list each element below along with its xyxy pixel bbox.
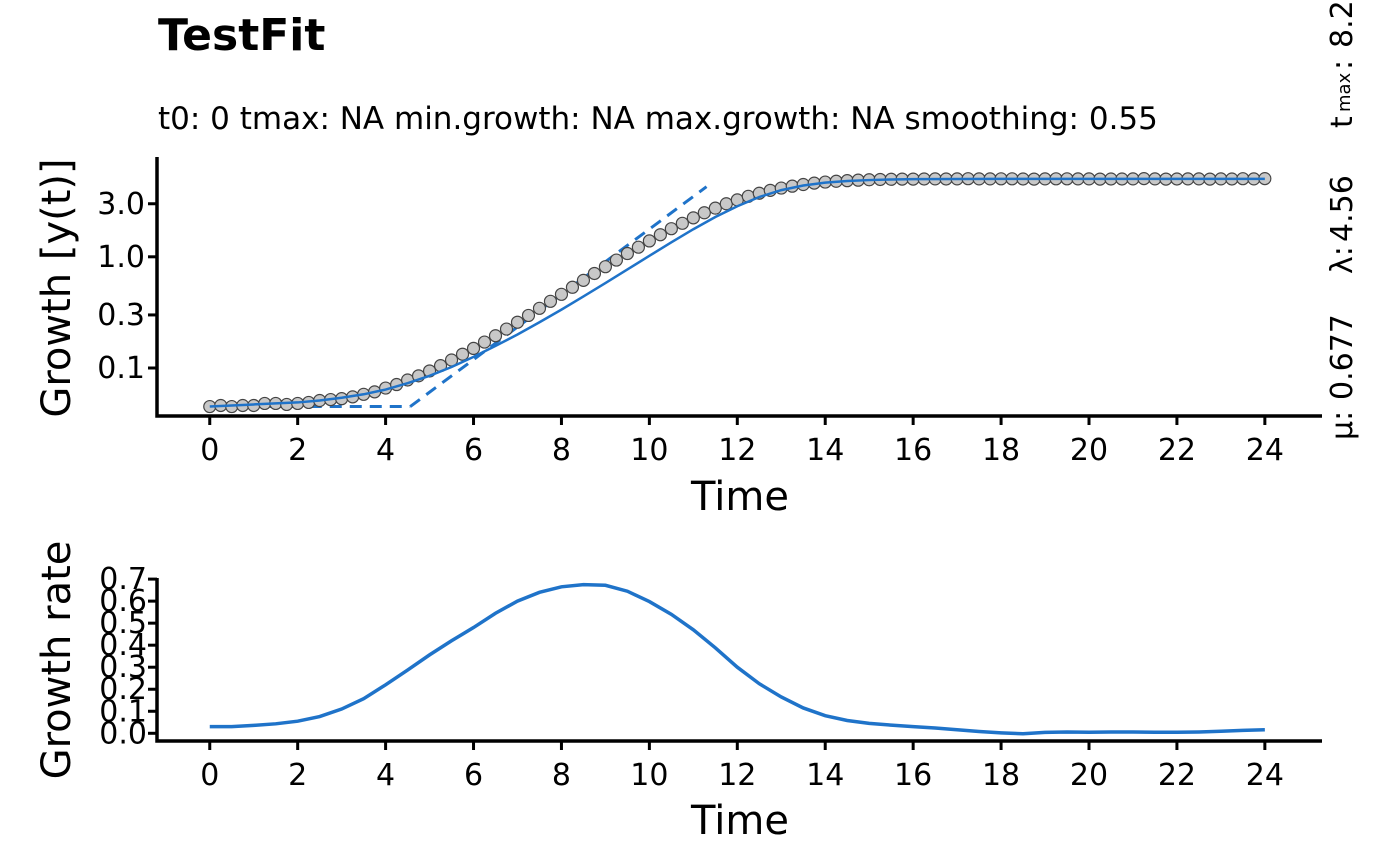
growth-curve-x-ticks: 0 2 4 6 8 10 12 14 16 18 20 22 24 — [200, 416, 1284, 468]
growth-curve-panel: 0.10.31.03.0 0 2 4 6 8 10 12 14 16 18 20 22 24 Time … — [34, 157, 1322, 520]
y-tick-label: 0.3 — [97, 298, 145, 333]
x-tick-label: 8 — [552, 433, 571, 468]
x-tick-label: 18 — [982, 433, 1020, 468]
x-tick-label: 4 — [376, 433, 395, 468]
y-tick-label: 0.6 — [99, 584, 147, 619]
x-tick-label: 20 — [1070, 758, 1108, 793]
observation-point — [587, 266, 602, 281]
observation-point — [554, 287, 569, 301]
tmax-value: 8.2 — [1325, 0, 1360, 48]
x-tick-label: 12 — [718, 758, 756, 793]
x-tick-label: 6 — [464, 758, 483, 793]
growth-rate-x-axis-title: Time — [690, 798, 789, 844]
x-tick-label: 10 — [630, 758, 668, 793]
x-tick-label: 2 — [288, 433, 307, 468]
observation-point — [664, 222, 678, 236]
figure-subtitle: t0: 0 tmax: NA min.growth: NA max.growth… — [158, 101, 1158, 137]
observation-point — [719, 197, 733, 211]
x-tick-label: 22 — [1158, 433, 1196, 468]
x-tick-label: 0 — [200, 758, 219, 793]
observation-point — [510, 315, 525, 329]
tmax-subscript: max — [1334, 72, 1355, 112]
growth-curve-x-axis-title: Time — [690, 474, 789, 520]
observation-point — [620, 246, 634, 261]
observation-point — [455, 347, 470, 361]
observation-point — [642, 234, 656, 248]
growth-rate-plot-area — [209, 582, 1265, 736]
observation-point — [543, 294, 558, 308]
growth-rate-y-axis-title: Growth rate — [34, 541, 80, 780]
observation-point — [565, 280, 580, 294]
observation-point — [686, 211, 700, 225]
mu-value: 0.677 — [1325, 314, 1360, 400]
side-annotations: μ: 0.677 λ: 4.56 t max : 8.2 — [1325, 0, 1360, 440]
observation-point — [488, 329, 503, 343]
growth-curve-axes — [155, 157, 1322, 418]
growth-rate-panel: 0.00.10.20.30.40.50.60.7 0 2 4 6 8 10 12 14 16 18… — [34, 541, 1322, 844]
tmax-separator: : — [1325, 60, 1360, 70]
x-tick-label: 24 — [1246, 758, 1284, 793]
mu-label: μ: — [1325, 411, 1360, 440]
observation-point — [708, 201, 722, 215]
tmax-label: t — [1325, 116, 1360, 128]
y-tick-label: 0.0 — [99, 716, 147, 751]
y-tick-label: 3.0 — [97, 187, 145, 222]
figure-title: TestFit — [158, 10, 325, 61]
y-tick-label: 0.1 — [99, 694, 147, 729]
y-tick-label: 0.3 — [99, 650, 147, 685]
x-tick-label: 16 — [894, 758, 932, 793]
growth-rate-line — [209, 582, 1265, 736]
growth-rate-axes — [155, 578, 1322, 743]
x-tick-label: 0 — [200, 433, 219, 468]
observation-point — [532, 301, 547, 315]
fitted-curve-line — [209, 177, 1265, 408]
observation-point — [631, 240, 645, 254]
x-tick-label: 8 — [552, 758, 571, 793]
y-tick-label: 0.4 — [99, 628, 147, 663]
x-tick-label: 12 — [718, 433, 756, 468]
observation-point — [521, 308, 536, 323]
lambda-label: λ: — [1325, 246, 1360, 274]
observation-point — [598, 260, 613, 274]
x-tick-label: 6 — [464, 433, 483, 468]
x-tick-label: 16 — [894, 433, 932, 468]
observation-point — [280, 397, 294, 412]
observation-point — [576, 273, 591, 287]
x-tick-label: 14 — [806, 758, 844, 793]
x-tick-label: 22 — [1158, 758, 1196, 793]
y-tick-label: 1.0 — [97, 240, 145, 275]
observation-point — [653, 228, 667, 242]
x-tick-label: 24 — [1246, 433, 1284, 468]
y-tick-label: 0.2 — [99, 672, 147, 707]
growth-curve-y-ticks: 0.1 0.3 1.0 3.0 — [97, 187, 157, 386]
observation-point — [675, 216, 689, 230]
observation-point — [697, 206, 711, 220]
observation-point — [499, 322, 514, 336]
observation-point — [466, 341, 481, 356]
x-tick-label: 14 — [806, 433, 844, 468]
growth-curve-y-axis-title: Growth [y(t)] — [34, 158, 80, 417]
x-tick-label: 4 — [376, 758, 395, 793]
growth-curve-plot-area — [203, 172, 1272, 414]
y-tick-label: 0.5 — [99, 606, 147, 641]
x-tick-label: 18 — [982, 758, 1020, 793]
observation-point — [609, 253, 624, 267]
y-tick-label: 0.1 — [97, 351, 145, 386]
growth-rate-y-ticks: 0.00.10.20.30.40.50.60.7 — [99, 562, 157, 751]
y-tick-label: 0.7 — [99, 562, 147, 597]
x-tick-label: 2 — [288, 758, 307, 793]
observation-point — [477, 335, 492, 349]
growth-rate-x-ticks: 0 2 4 6 8 10 12 14 16 18 20 22 24 — [200, 741, 1284, 793]
lambda-value: 4.56 — [1325, 175, 1360, 242]
x-tick-label: 10 — [630, 433, 668, 468]
x-tick-label: 20 — [1070, 433, 1108, 468]
